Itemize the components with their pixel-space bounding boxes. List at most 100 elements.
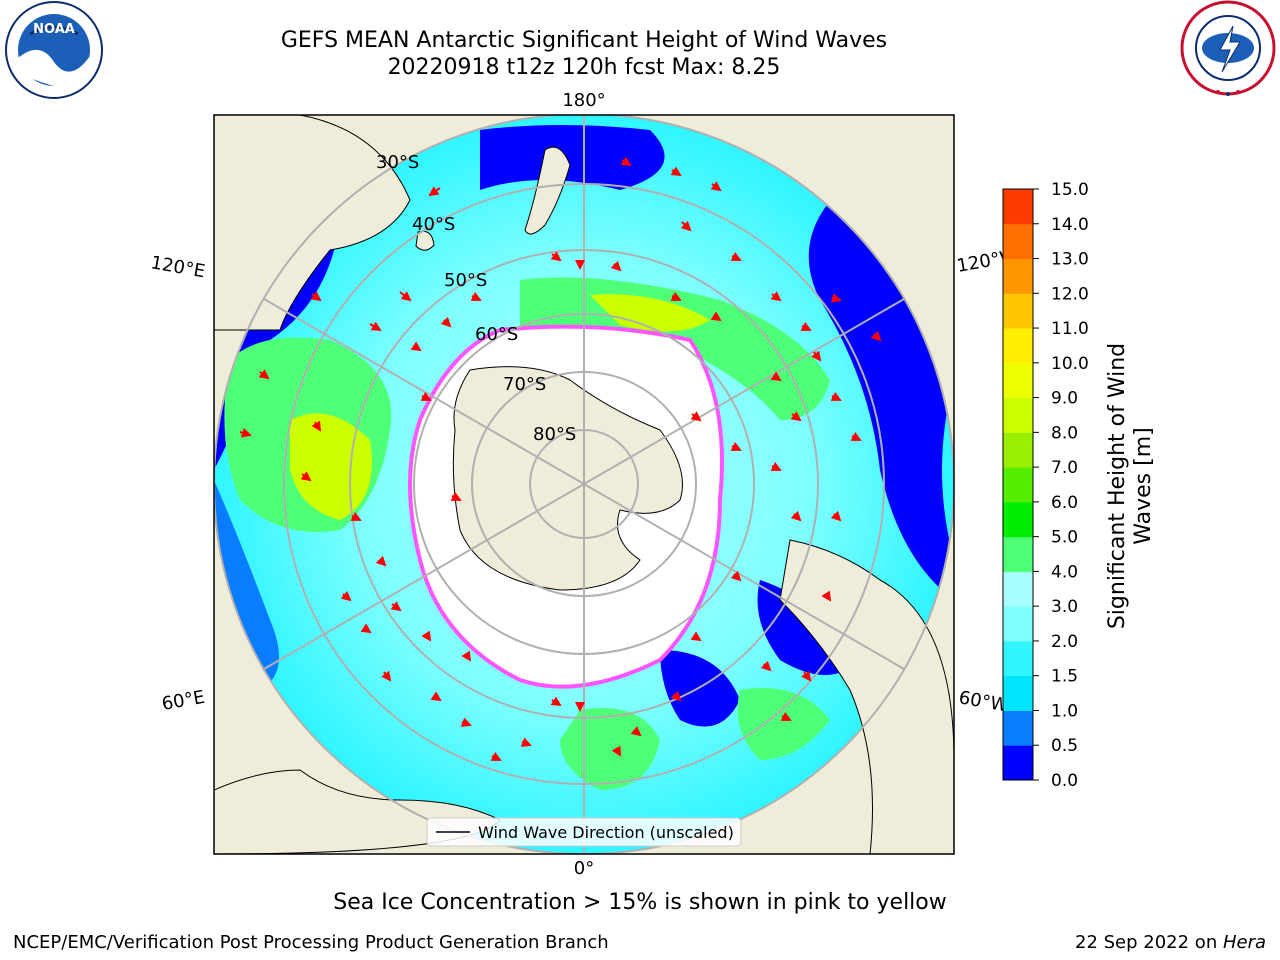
colorbar-tick-label: 2.0 — [1051, 632, 1078, 652]
colorbar-tick-label: 1.5 — [1051, 667, 1078, 687]
footer-host: Hera — [1222, 932, 1266, 953]
antarctica-landmass — [452, 366, 683, 591]
wind-wave-arrow — [680, 220, 692, 232]
wind-wave-arrow — [770, 291, 782, 302]
colorbar-tick-label: 15.0 — [1051, 180, 1089, 200]
new-zealand-landmass — [524, 146, 571, 235]
wind-wave-arrow — [870, 330, 882, 342]
wave-field-mid-4 — [737, 688, 830, 760]
noaa-logo-text: NOAA — [33, 22, 75, 37]
colorbar-tick-label: 8.0 — [1051, 423, 1078, 443]
colorbar-segment — [1003, 397, 1033, 433]
wind-wave-arrow — [770, 461, 782, 471]
wind-wave-arrow — [710, 311, 722, 322]
wind-wave-arrow — [730, 251, 742, 261]
colorbar-segment — [1003, 432, 1033, 468]
wind-wave-arrows — [239, 156, 882, 761]
australia-landmass — [214, 115, 411, 331]
wind-wave-arrow — [428, 186, 441, 197]
wind-wave-arrow — [430, 691, 442, 702]
colorbar-segment — [1003, 536, 1033, 572]
colorbar-tick-label: 9.0 — [1051, 389, 1078, 409]
lon-label-120e: 120°E — [149, 252, 207, 282]
wind-wave-arrow — [550, 696, 562, 707]
wind-wave-arrow — [630, 726, 642, 737]
colorbar-tick-label: 3.0 — [1051, 597, 1078, 617]
noaa-logo: NOAA — [5, 1, 103, 99]
chart-title: GEFS MEAN Antarctic Significant Height o… — [280, 28, 888, 53]
colorbar-tick-label: 11.0 — [1051, 319, 1089, 339]
wind-wave-arrow — [375, 555, 387, 567]
footer-date-text: 22 Sep 2022 on — [1075, 932, 1223, 953]
colorbar-tick-label: 4.0 — [1051, 562, 1078, 582]
wind-wave-arrow — [460, 717, 472, 727]
wind-wave-arrow — [520, 737, 532, 747]
wind-wave-arrow — [811, 350, 822, 362]
meridian-60e-120w — [263, 298, 905, 670]
wind-wave-arrow — [670, 291, 682, 301]
legend-label: Wind Wave Direction (unscaled) — [478, 823, 734, 842]
colorbar-tick-label: 0.5 — [1051, 736, 1078, 756]
tasmania-landmass — [415, 230, 435, 251]
colorbar-segment — [1003, 223, 1033, 260]
wind-wave-arrow — [450, 491, 462, 501]
wind-wave-arrow — [410, 341, 422, 352]
wind-wave-arrow — [801, 670, 812, 682]
colorbar-segment — [1003, 640, 1033, 677]
colorbar-tick-label: 1.0 — [1051, 701, 1078, 721]
colorbar-segment — [1003, 328, 1033, 364]
colorbar-frame — [1002, 188, 1034, 781]
wind-wave-arrow — [310, 291, 322, 302]
wind-wave-arrow — [490, 751, 502, 761]
wind-wave-arrow — [821, 590, 832, 602]
chart-subtitle: 20220918 t12z 120h fcst Max: 8.25 — [387, 55, 781, 80]
lat-label-40s: 40°S — [412, 214, 455, 235]
colorbar-segment — [1003, 501, 1033, 538]
south-america-landmass — [779, 539, 954, 854]
graticule — [214, 115, 954, 854]
wind-wave-arrow — [360, 623, 372, 634]
wind-wave-arrow — [800, 321, 812, 331]
wind-wave-arrow — [350, 511, 362, 521]
wind-wave-arrow — [340, 590, 352, 602]
wave-field-mid-2 — [520, 277, 830, 420]
footer-credit: NCEP/EMC/Verification Post Processing Pr… — [13, 932, 609, 953]
wind-wave-arrow — [831, 293, 842, 303]
lon-label-60w: 60°W — [957, 687, 1010, 716]
wind-wave-arrow — [390, 601, 402, 612]
wind-wave-arrow — [690, 631, 702, 642]
colorbar-segment — [1003, 293, 1033, 329]
wind-wave-arrow — [369, 321, 382, 332]
wind-wave-arrow — [420, 391, 432, 401]
wind-wave-arrow — [730, 441, 742, 451]
wind-wave-arrow — [760, 660, 772, 672]
wind-wave-arrow — [690, 411, 702, 422]
wind-wave-arrow — [780, 711, 792, 721]
colorbar-tick-label: 10.0 — [1051, 354, 1089, 374]
colorbar-segment — [1003, 189, 1033, 225]
wind-wave-arrow — [710, 181, 722, 192]
wind-wave-arrow — [399, 291, 412, 302]
colorbar-segment — [1003, 710, 1033, 746]
colorbar-tick-label: 12.0 — [1051, 284, 1089, 304]
colorbar: 0.0 0.5 1.0 1.5 2.0 3.0 4.0 5.0 6.0 7.0 8.0 9.0 10.0… — [1002, 180, 1089, 791]
wind-wave-arrow — [770, 371, 782, 382]
wind-wave-arrow — [790, 411, 802, 422]
wind-wave-arrow — [461, 650, 472, 662]
colorbar-tick-label: 14.0 — [1051, 215, 1089, 235]
wind-wave-arrow — [440, 316, 452, 328]
colorbar-segment — [1003, 362, 1033, 399]
lon-label-180: 180° — [562, 90, 605, 111]
wind-wave-arrow — [610, 260, 622, 272]
colorbar-tick-label: 7.0 — [1051, 458, 1078, 478]
colorbar-tick-label: 6.0 — [1051, 493, 1078, 513]
nws-logo — [1180, 0, 1276, 96]
wind-wave-arrow — [550, 251, 562, 262]
wind-wave-arrow — [381, 670, 392, 682]
lat-label-80s: 80°S — [533, 424, 576, 445]
wave-field-high-2 — [590, 294, 710, 332]
lat-label-30s: 30°S — [376, 152, 419, 173]
wind-wave-arrow — [470, 291, 482, 301]
wind-wave-arrow — [620, 156, 632, 167]
